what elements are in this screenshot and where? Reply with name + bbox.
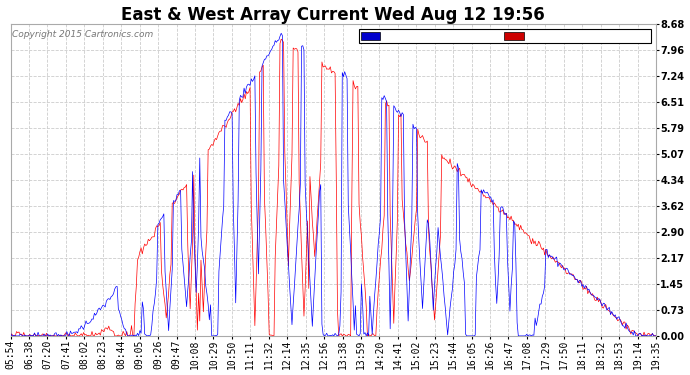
Text: Copyright 2015 Cartronics.com: Copyright 2015 Cartronics.com	[12, 30, 153, 39]
Title: East & West Array Current Wed Aug 12 19:56: East & West Array Current Wed Aug 12 19:…	[121, 6, 545, 24]
Legend: East Array (DC Amps), West Array (DC Amps): East Array (DC Amps), West Array (DC Amp…	[359, 28, 651, 44]
